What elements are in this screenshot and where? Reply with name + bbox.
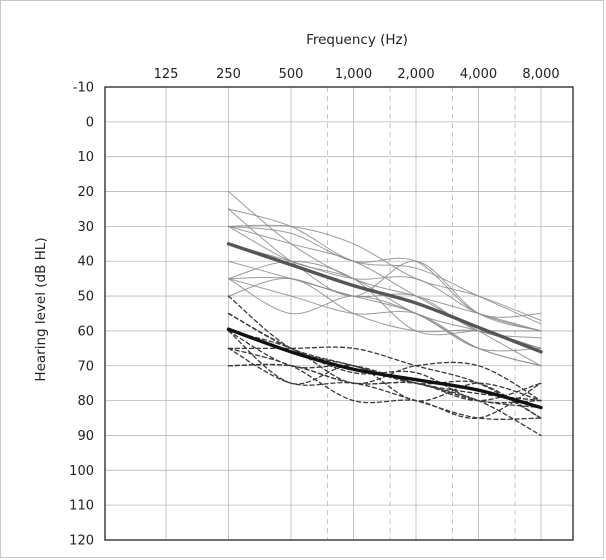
- y-tick-label: 30: [77, 220, 94, 235]
- y-tick-label: 20: [77, 185, 94, 200]
- y-tick-label: 110: [69, 499, 94, 514]
- series-line-gray-solid: [228, 278, 542, 352]
- series-line-gray-solid: [228, 277, 542, 349]
- series-line-black-dashed: [227, 347, 542, 419]
- series-layer: [226, 191, 543, 437]
- x-tick-label: 125: [154, 67, 179, 82]
- series-line-gray-solid: [228, 260, 542, 336]
- y-tick-label: 0: [86, 115, 94, 130]
- y-tick-label: -10: [73, 81, 94, 96]
- series-line-black-dashed: [227, 330, 542, 402]
- series-line-gray-mean: [226, 242, 543, 354]
- series-line-gray-solid: [228, 208, 542, 325]
- y-tick-label: 60: [77, 324, 94, 339]
- y-tick-label: 10: [77, 150, 94, 165]
- y-tick-label: 90: [77, 429, 94, 444]
- series-line-black-mean: [226, 327, 543, 410]
- y-tick-label: 40: [77, 255, 94, 270]
- series-line-black-dashed: [227, 330, 542, 402]
- x-tick-label: 500: [279, 67, 304, 82]
- series-line-gray-solid: [228, 278, 542, 367]
- series-line-black-dashed: [227, 295, 542, 419]
- series-line-gray-solid: [228, 225, 542, 349]
- y-tick-label: 120: [69, 534, 94, 549]
- x-tick-label: 4,000: [460, 67, 497, 82]
- y-tick-label: 100: [69, 464, 94, 479]
- x-tick-label: 8,000: [522, 67, 559, 82]
- x-tick-label: 2,000: [397, 67, 434, 82]
- y-tick-label: 70: [77, 359, 94, 374]
- series-line-gray-solid: [228, 224, 542, 321]
- grid-layer: [105, 86, 573, 541]
- series-line-gray-solid: [228, 243, 542, 332]
- series-line-black-dashed: [227, 363, 542, 409]
- x-tick-label: 1,000: [335, 67, 372, 82]
- y-tick-label: 80: [77, 394, 94, 409]
- series-line-gray-solid: [228, 276, 542, 339]
- plot-area-border: [104, 86, 574, 541]
- y-tick-label: 50: [77, 290, 94, 305]
- y-axis-title: Hearing level (dB HL): [33, 237, 49, 381]
- x-tick-label: 250: [216, 67, 241, 82]
- label-layer: -10 0 10 20 30 40 50 60 70 80 90 100 110 120 125 250 500…: [69, 67, 559, 549]
- x-axis-title: Frequency (Hz): [306, 32, 408, 48]
- series-line-black-dashed: [227, 346, 542, 419]
